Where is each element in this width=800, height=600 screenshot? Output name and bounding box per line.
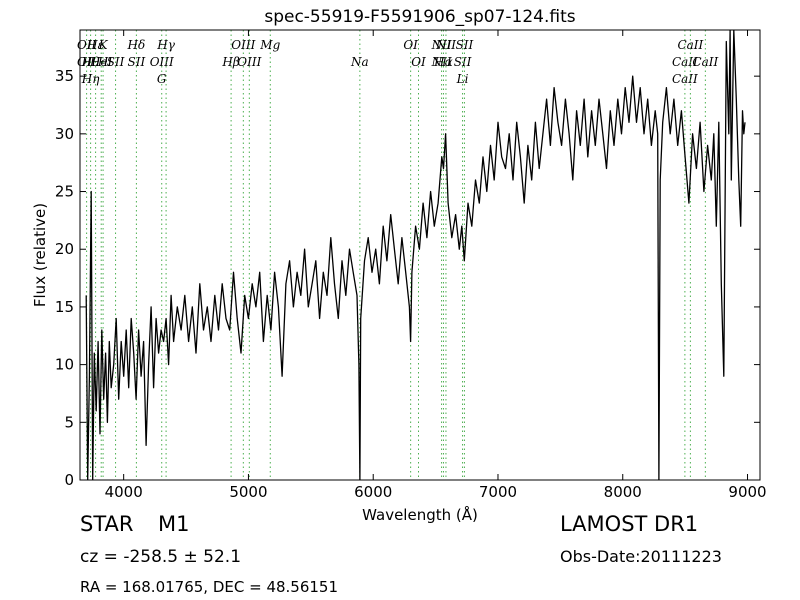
y-axis-label: Flux (relative) bbox=[31, 203, 49, 307]
x-tick-label: 9000 bbox=[728, 483, 766, 501]
plot-frame bbox=[79, 29, 761, 481]
redshift-cz: cz = -258.5 ± 52.1 bbox=[80, 547, 242, 567]
y-tick-label: 15 bbox=[55, 298, 74, 316]
y-tick-label: 25 bbox=[55, 183, 74, 201]
spectrum-line bbox=[85, 30, 746, 480]
spectral-line-label: Hβ bbox=[221, 55, 239, 69]
spectral-line-label: OIII bbox=[237, 55, 261, 69]
spectral-line-label: Mg bbox=[259, 38, 280, 52]
object-class: M1 bbox=[158, 512, 190, 536]
axis-ticks-layer: 4000 5000 6000 7000 8000 9000 0 5 10 15 20 25 30 35 bbox=[55, 30, 767, 501]
spectral-line-label: Hδ bbox=[127, 38, 146, 52]
y-tick-label: 0 bbox=[64, 471, 74, 489]
spectral-line-label: NII bbox=[435, 38, 456, 52]
y-tick-label: 10 bbox=[55, 356, 74, 374]
spectral-line-label: OIII bbox=[231, 38, 255, 52]
survey-name: LAMOST DR1 bbox=[560, 512, 699, 536]
spectral-line-label: OII bbox=[77, 38, 97, 52]
spectral-line-label: Hγ bbox=[156, 38, 175, 52]
y-tick-label: 35 bbox=[55, 67, 74, 85]
spectral-line-label: CaII bbox=[692, 55, 718, 69]
y-tick-label: 30 bbox=[55, 125, 74, 143]
x-tick-label: 7000 bbox=[479, 483, 517, 501]
spectral-line-label: CaII bbox=[672, 72, 698, 86]
observation-date: Obs-Date:20111223 bbox=[560, 547, 722, 566]
spectral-line-label: SII bbox=[454, 55, 472, 69]
spectral-line-label: NII bbox=[431, 38, 452, 52]
spectral-line-label: SII bbox=[128, 55, 146, 69]
chart-title: spec-55919-F5591906_sp07-124.fits bbox=[264, 7, 575, 27]
spectral-line-label: Hη bbox=[81, 72, 100, 86]
spectrum-data-layer bbox=[85, 30, 746, 480]
x-tick-label: 6000 bbox=[354, 483, 392, 501]
x-tick-label: 5000 bbox=[229, 483, 267, 501]
spectral-line-label: CaII bbox=[677, 38, 703, 52]
spectral-line-label: K bbox=[98, 38, 109, 52]
y-tick-label: 20 bbox=[55, 240, 74, 258]
spectral-line-label: Na bbox=[350, 55, 369, 69]
ra-dec-coordinates: RA = 168.01765, DEC = 48.56151 bbox=[80, 578, 339, 596]
object-type: STAR bbox=[80, 512, 134, 536]
spectral-line-label: Hε bbox=[86, 38, 104, 52]
y-tick-label: 5 bbox=[64, 413, 74, 431]
spectral-line-label: H bbox=[97, 55, 109, 69]
spectral-line-label: OI bbox=[403, 38, 418, 52]
spectral-line-label: SII bbox=[107, 55, 125, 69]
spectral-line-label: SII bbox=[456, 38, 474, 52]
spectral-line-label: G bbox=[157, 72, 167, 86]
spectral-line-label: OIII bbox=[150, 55, 174, 69]
spectral-line-label: NII bbox=[431, 55, 452, 69]
spectral-line-label: OII bbox=[77, 55, 97, 69]
spectral-line-label: HeI bbox=[89, 55, 113, 69]
x-tick-label: 4000 bbox=[105, 483, 143, 501]
spectral-line-label: CaII bbox=[672, 55, 698, 69]
spectral-line-label: OI bbox=[411, 55, 426, 69]
x-axis-label: Wavelength (Å) bbox=[362, 505, 478, 524]
x-tick-label: 8000 bbox=[604, 483, 642, 501]
spectral-line-label: Li bbox=[456, 72, 469, 86]
spectral-line-label: Hα bbox=[433, 55, 453, 69]
